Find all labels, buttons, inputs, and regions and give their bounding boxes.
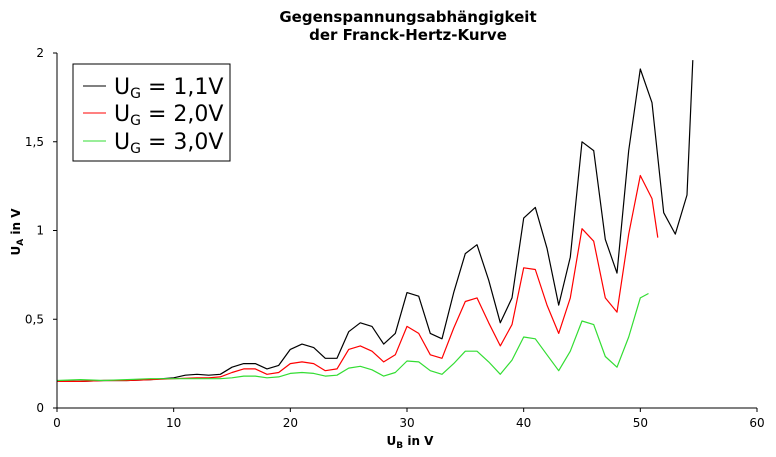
series-line-0 xyxy=(57,60,694,382)
legend: UG = 1,1V UG = 2,0V UG = 3,0V xyxy=(72,63,231,162)
legend-label-2-rest: = 3,0V xyxy=(141,130,223,155)
x-tick-label: 30 xyxy=(399,416,414,430)
legend-label-1: UG = 2,0V xyxy=(114,102,223,129)
y-axis-label-main: U xyxy=(9,246,23,256)
x-axis-label-rest: in V xyxy=(403,434,434,448)
legend-label-0-main: U xyxy=(114,75,130,100)
legend-label-2-main: U xyxy=(114,130,130,155)
y-tick-label: 0 xyxy=(36,401,44,415)
y-ticks: 0 0,5 1 1,5 2 xyxy=(25,46,57,415)
series-line-1 xyxy=(57,174,659,382)
legend-label-0-rest: = 1,1V xyxy=(141,75,223,100)
x-tick-label: 60 xyxy=(749,416,764,430)
legend-label-1-rest: = 2,0V xyxy=(141,102,223,127)
y-axis-label-sub: A xyxy=(16,239,26,246)
y-axis-label: UA in V xyxy=(9,208,26,256)
x-tick-label: 40 xyxy=(516,416,531,430)
legend-label-0: UG = 1,1V xyxy=(114,75,223,102)
legend-label-2: UG = 3,0V xyxy=(114,130,223,157)
x-axis-label-main: U xyxy=(387,434,397,448)
x-tick-label: 10 xyxy=(166,416,181,430)
series-line-2 xyxy=(56,292,649,382)
x-tick-label: 50 xyxy=(633,416,648,430)
x-axis-label-sub: B xyxy=(396,441,403,451)
chart-title-line-2: der Franck-Hertz-Kurve xyxy=(309,26,507,44)
legend-label-1-main: U xyxy=(114,102,130,127)
y-tick-label: 1 xyxy=(36,224,44,238)
y-tick-label: 2 xyxy=(36,46,44,60)
legend-label-2-sub: G xyxy=(130,141,141,157)
legend-label-0-sub: G xyxy=(130,86,141,102)
y-tick-label: 0,5 xyxy=(25,312,44,326)
x-tick-label: 0 xyxy=(53,416,61,430)
x-tick-label: 20 xyxy=(283,416,298,430)
y-tick-label: 1,5 xyxy=(25,135,44,149)
legend-label-1-sub: G xyxy=(130,113,141,129)
x-ticks: 0 10 20 30 40 50 60 xyxy=(53,408,765,430)
y-axis-label-rest: in V xyxy=(9,208,23,239)
chart-title-line-1: Gegenspannungsabhängigkeit xyxy=(279,8,536,26)
series-group xyxy=(56,60,694,382)
x-axis-label: UB in V xyxy=(387,434,435,451)
